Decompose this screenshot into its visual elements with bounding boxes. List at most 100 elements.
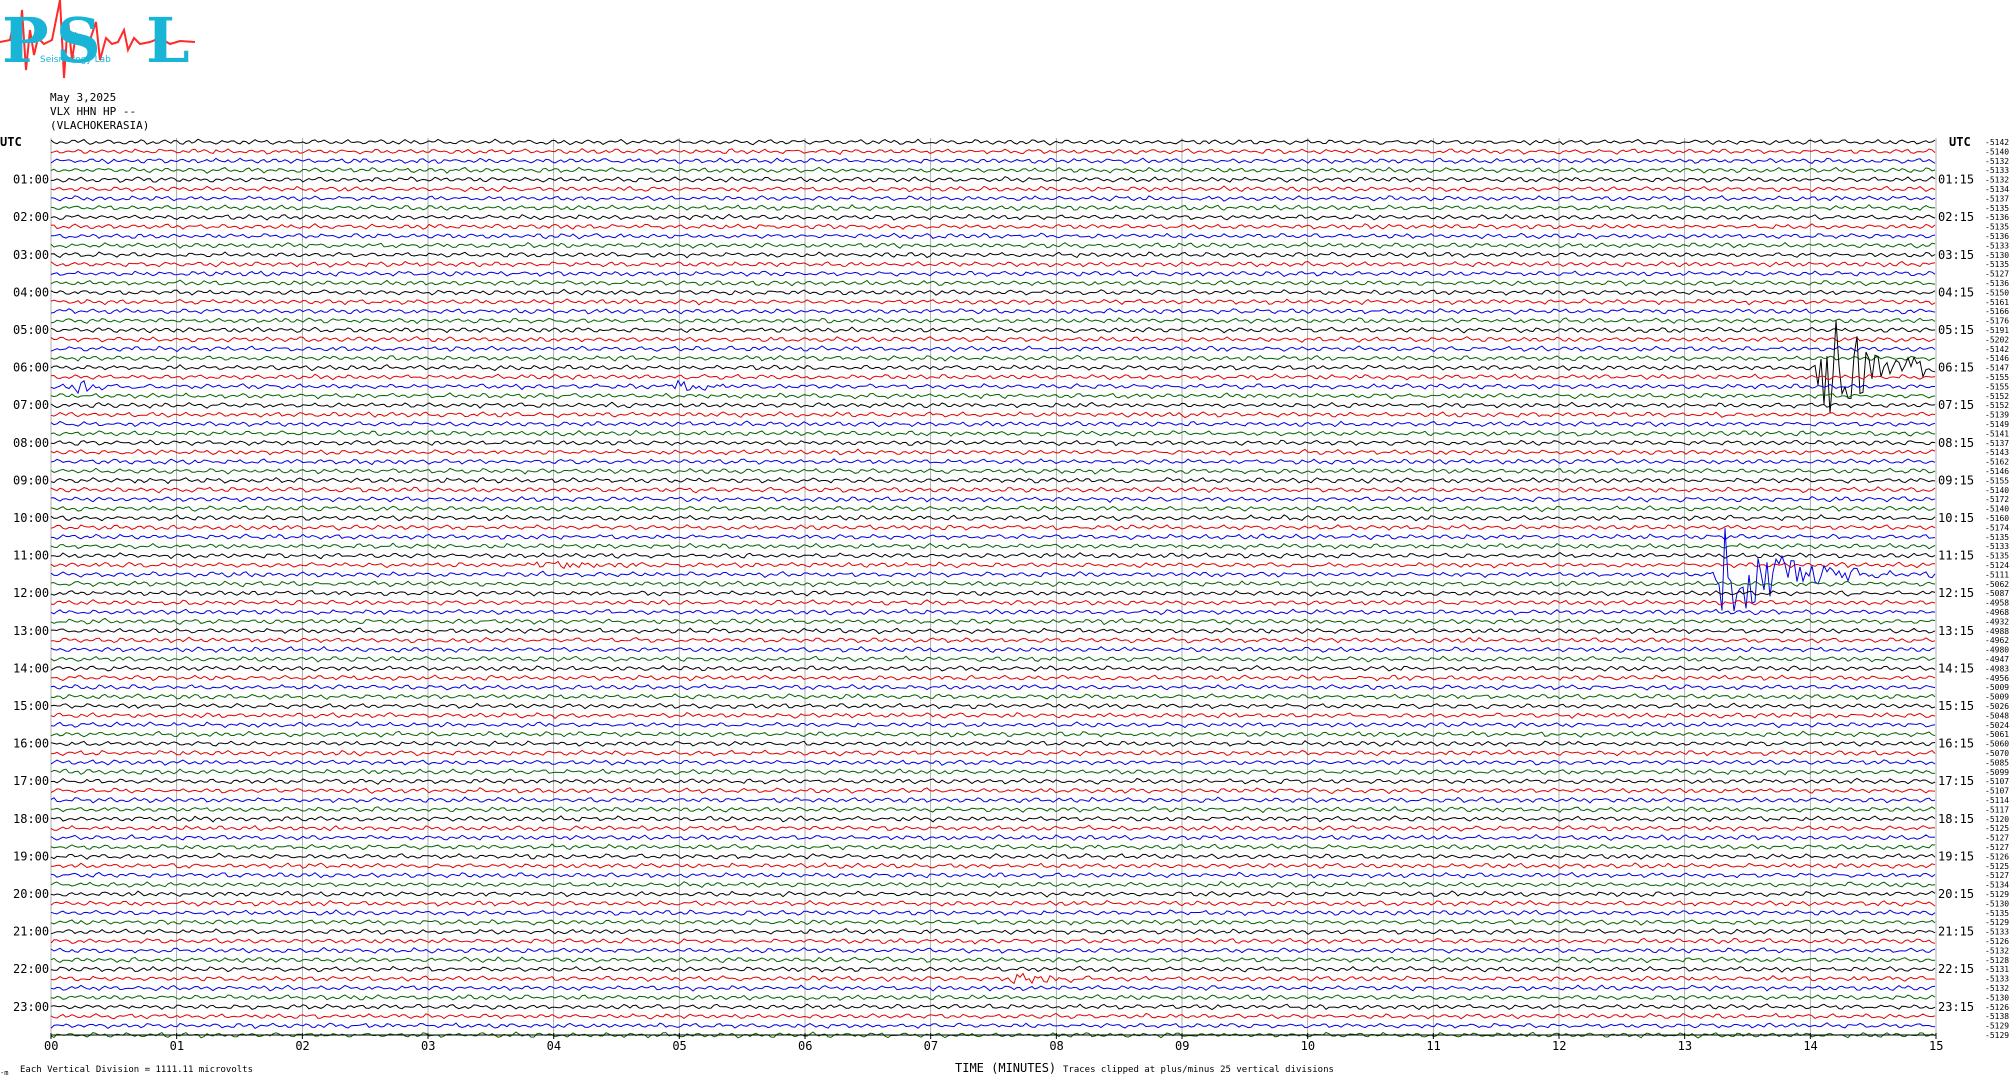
x-axis-ticks: 00 01 02 03 04 05 06 07 08 09 10 11 12 13 14 15 (44, 1033, 1943, 1053)
trace-line-57 (50, 674, 1936, 682)
trace-offset-label: -5062 (1985, 580, 2009, 589)
trace-line-42 (50, 533, 1936, 541)
trace-offset-label: -5137 (1985, 194, 2009, 203)
logo-letter-l: L (146, 4, 190, 77)
x-tick-label: 05 (672, 1039, 686, 1053)
x-tick-label: 00 (44, 1039, 58, 1053)
left-time-label: 08:00 (13, 436, 49, 450)
trace-offset-label: -5127 (1985, 871, 2009, 880)
trace-line-22 (50, 345, 1936, 353)
trace-offset-label: -5166 (1985, 307, 2009, 316)
right-utc-label: UTC (1949, 135, 1971, 149)
trace-offset-label: -5130 (1985, 899, 2009, 908)
trace-line-25 (50, 373, 1936, 381)
trace-offset-label: -5129 (1985, 890, 2009, 899)
trace-offset-label: -5114 (1985, 796, 2009, 805)
left-time-label: 19:00 (13, 849, 49, 863)
trace-offset-label: -5133 (1985, 975, 2009, 984)
right-time-label: 18:15 (1938, 812, 1974, 826)
trace-line-27 (50, 392, 1936, 400)
trace-line-8 (50, 213, 1936, 221)
trace-offset-label: -5146 (1985, 354, 2009, 363)
trace-line-10 (50, 232, 1936, 240)
trace-line-36 (50, 476, 1936, 485)
trace-offset-label: -4962 (1985, 636, 2009, 645)
trace-offset-label: -5136 (1985, 232, 2009, 241)
logo-letter-s: S (56, 4, 101, 77)
header-channel: VLX HHN HP -- (50, 105, 137, 118)
trace-line-52 (51, 627, 1936, 635)
trace-line-76 (50, 852, 1936, 861)
trace-offset-label: -5129 (1985, 918, 2009, 927)
trace-offset-labels: -5142-5140-5132-5133-5132-5134-5137-5135… (1985, 138, 2009, 1040)
trace-line-17 (50, 298, 1936, 306)
trace-line-59 (50, 693, 1936, 700)
trace-offset-label: -5137 (1985, 439, 2009, 448)
left-time-label: 14:00 (13, 661, 49, 675)
right-time-label: 22:15 (1938, 962, 1974, 976)
trace-offset-label: -5150 (1985, 288, 2009, 297)
trace-offset-label: -5127 (1985, 270, 2009, 279)
trace-offset-label: -5061 (1985, 730, 2009, 739)
trace-offset-label: -5149 (1985, 420, 2009, 429)
right-time-label: 17:15 (1938, 774, 1974, 788)
trace-line-50 (50, 608, 1936, 616)
trace-line-45 (50, 560, 1935, 570)
trace-offset-label: -5087 (1985, 589, 2009, 598)
trace-line-7 (50, 203, 1936, 211)
x-tick-label: 11 (1426, 1039, 1440, 1053)
header-date: May 3,2025 (50, 91, 117, 104)
x-tick-label: 06 (798, 1039, 812, 1053)
trace-line-78 (50, 871, 1936, 879)
trace-line-86 (50, 946, 1936, 954)
trace-line-73 (50, 824, 1936, 832)
trace-offset-label: -4983 (1985, 664, 2009, 673)
left-time-label: 16:00 (13, 737, 49, 751)
trace-offset-label: -5155 (1985, 373, 2009, 382)
x-tick-label: 12 (1552, 1039, 1566, 1053)
trace-offset-label: -5024 (1985, 721, 2009, 730)
right-time-label: 19:15 (1938, 849, 1974, 863)
trace-line-37 (50, 486, 1936, 494)
right-time-label: 04:15 (1938, 285, 1974, 299)
trace-line-20 (50, 326, 1936, 334)
left-time-label: 23:00 (13, 1000, 49, 1014)
footer-clip-note: Traces clipped at plus/minus 25 vertical… (1063, 1065, 1334, 1075)
trace-line-56 (50, 665, 1936, 672)
trace-offset-label: -5129 (1985, 1022, 2009, 1031)
trace-offset-label: -5155 (1985, 382, 2009, 391)
psl-logo: P S L Seismology Lab (0, 0, 196, 79)
trace-offset-label: -5155 (1985, 476, 2009, 485)
trace-offset-label: -5142 (1985, 138, 2009, 147)
trace-offset-label: -5135 (1985, 552, 2009, 561)
trace-offset-label: -4968 (1985, 608, 2009, 617)
trace-line-33 (50, 448, 1936, 456)
trace-line-80 (50, 890, 1936, 898)
trace-offset-label: -5129 (1985, 1031, 2009, 1040)
trace-line-69 (50, 787, 1936, 795)
time-gridlines (50, 138, 1937, 1035)
logo-seismic-wave (0, 0, 196, 79)
trace-line-84 (50, 928, 1936, 936)
trace-offset-label: -5191 (1985, 326, 2009, 335)
trace-offset-label: -5126 (1985, 1003, 2009, 1012)
trace-offset-label: -5135 (1985, 223, 2009, 232)
x-tick-label: 03 (421, 1039, 435, 1053)
right-time-label: 11:15 (1938, 549, 1974, 563)
trace-line-4 (50, 176, 1936, 183)
left-time-label: 20:00 (13, 887, 49, 901)
trace-line-18 (50, 307, 1936, 315)
logo-small-text: Seismology Lab (40, 55, 111, 65)
trace-line-43 (50, 542, 1936, 550)
trace-offset-label: -5140 (1985, 486, 2009, 495)
trace-offset-label: -5132 (1985, 176, 2009, 185)
trace-line-66 (50, 759, 1936, 766)
trace-line-29 (50, 411, 1936, 419)
trace-line-15 (50, 279, 1936, 287)
left-time-label: 07:00 (13, 398, 49, 412)
left-time-label: 22:00 (13, 962, 49, 976)
trace-line-32 (50, 439, 1936, 447)
trace-line-40 (50, 514, 1936, 522)
right-time-label: 21:15 (1938, 925, 1974, 939)
